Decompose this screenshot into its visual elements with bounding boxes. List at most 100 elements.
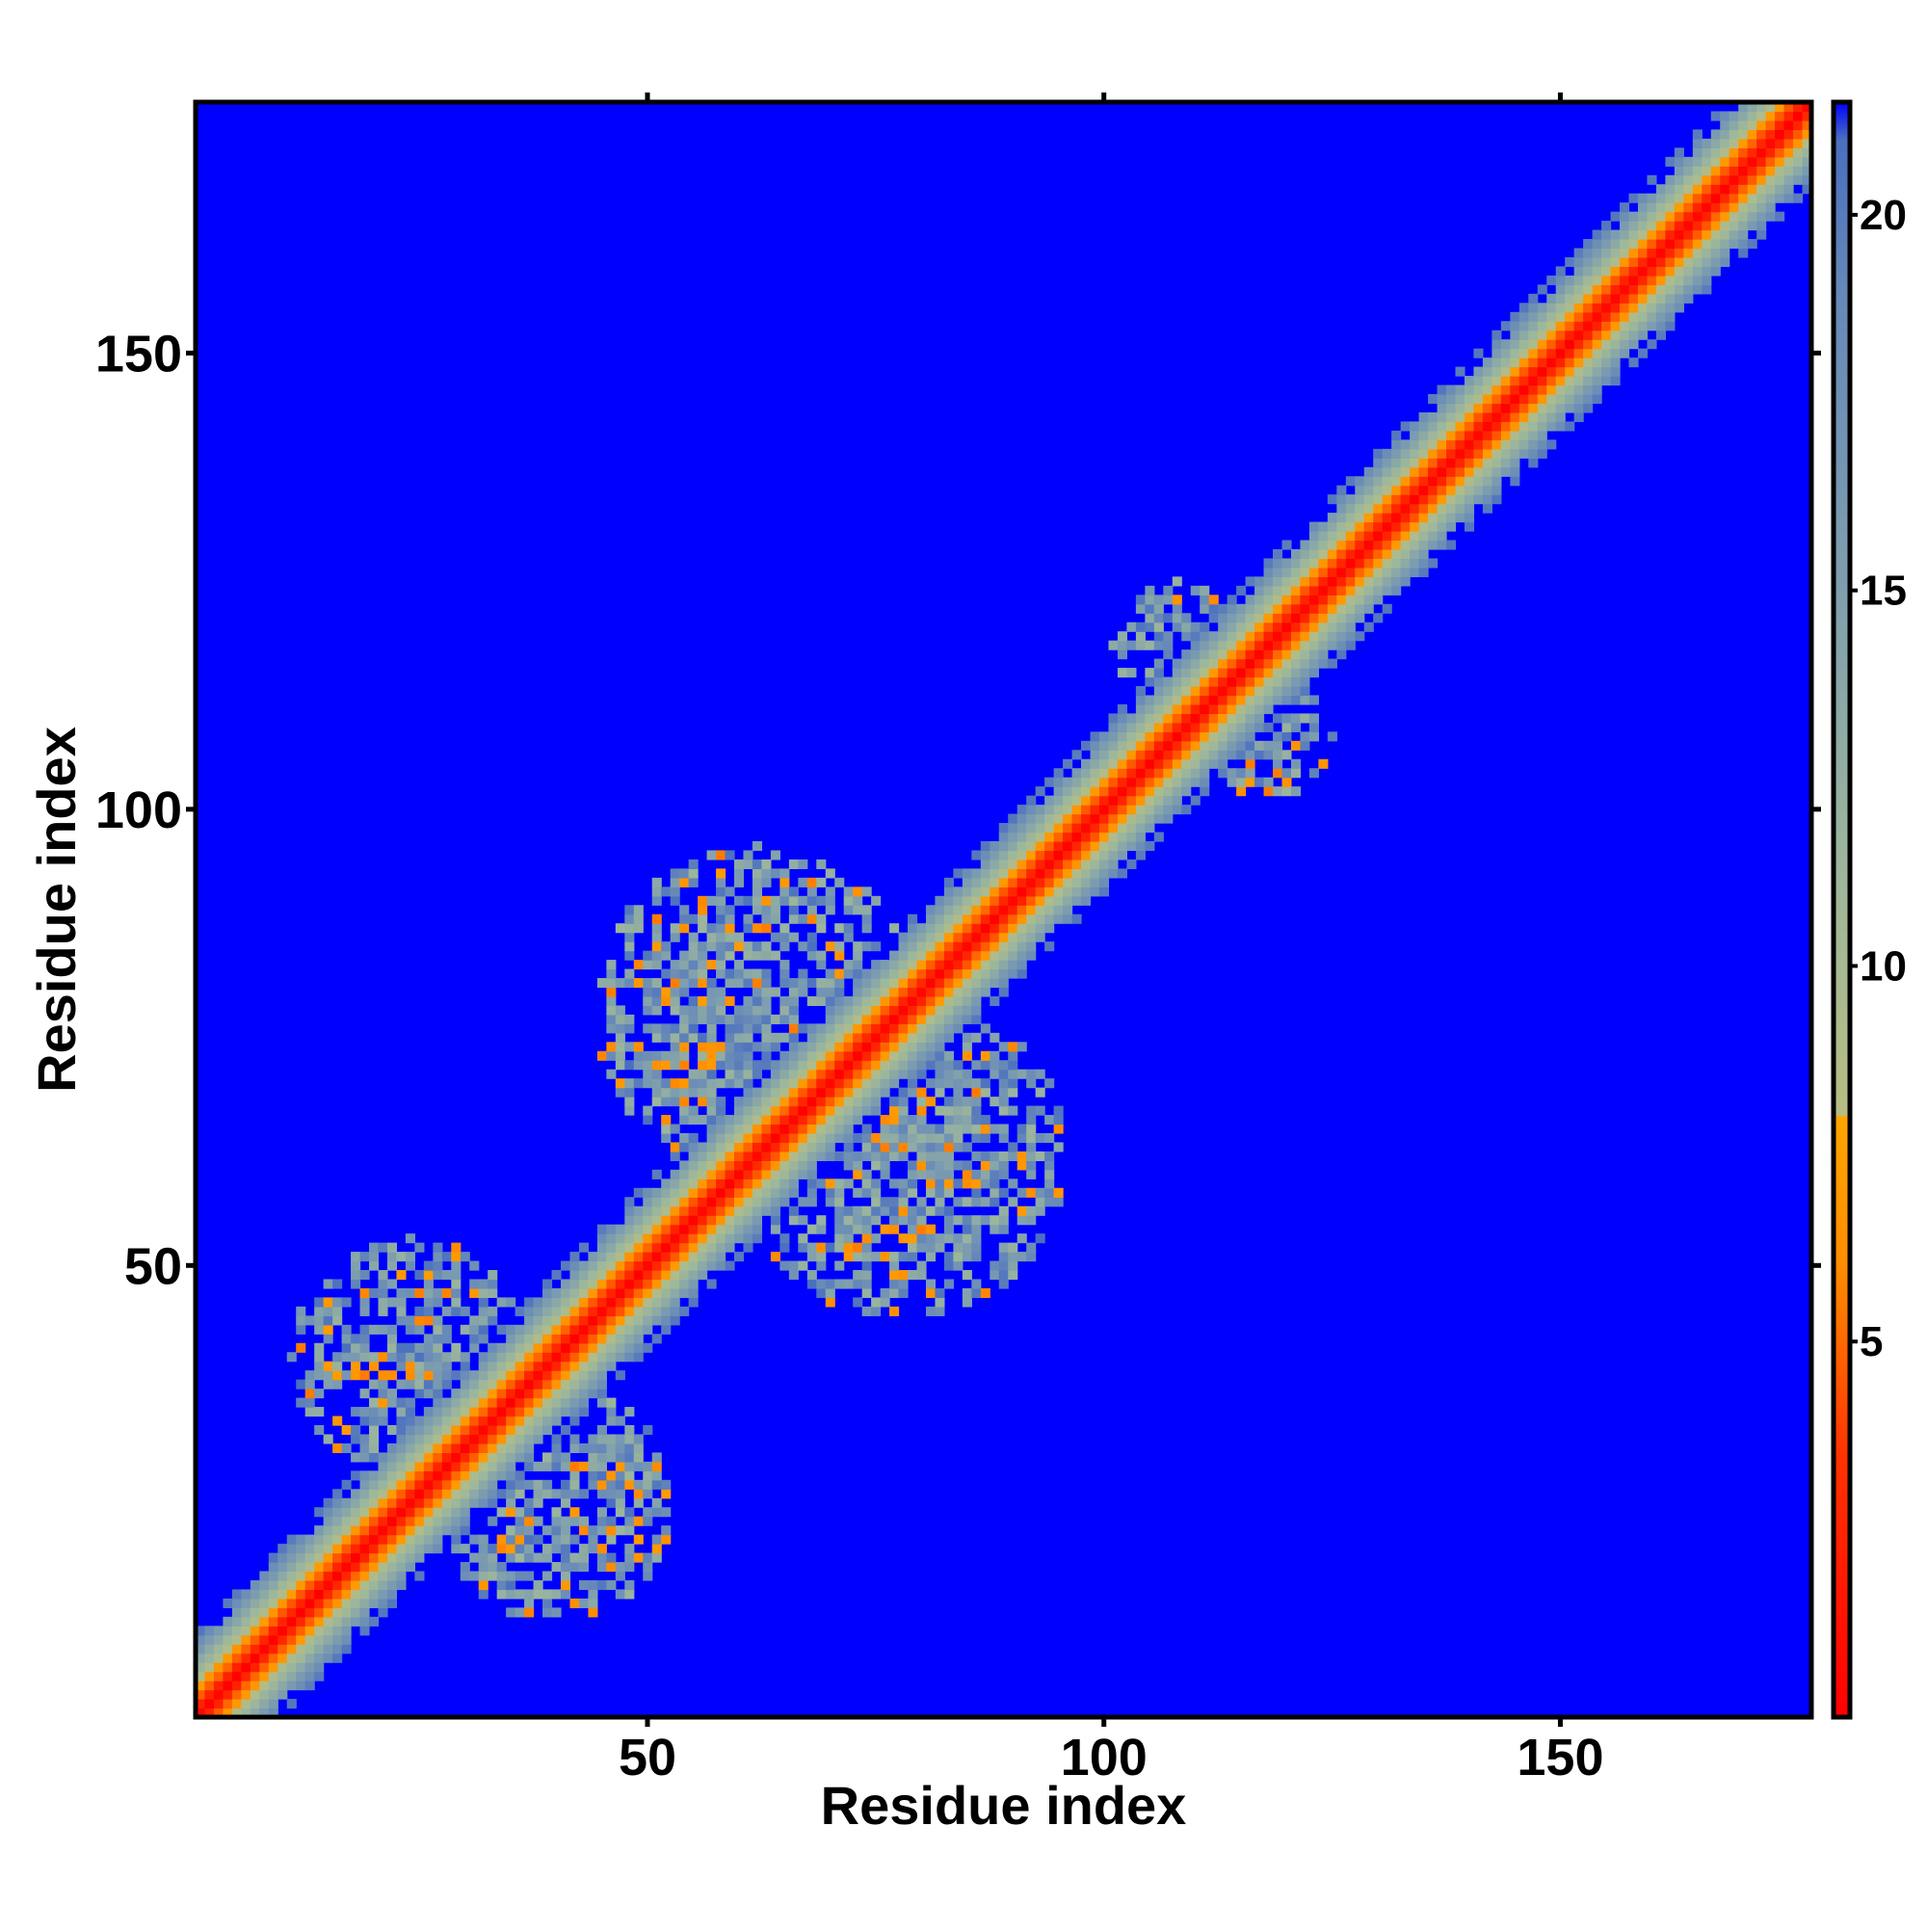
heatmap-cell (1747, 156, 1757, 167)
heatmap-cell (643, 1287, 653, 1299)
heatmap-cell (1172, 777, 1182, 787)
heatmap-cell (943, 941, 954, 952)
heatmap-cell (889, 1078, 900, 1089)
heatmap-cell (386, 1252, 398, 1262)
heatmap-cell (643, 1215, 653, 1226)
heatmap-cell (1573, 311, 1584, 322)
heatmap-cell (998, 877, 1009, 887)
heatmap-cell (433, 1497, 443, 1508)
heatmap-cell (1537, 421, 1547, 432)
heatmap-cell (1528, 430, 1539, 440)
heatmap-cell (496, 1389, 507, 1399)
heatmap-cell (332, 1579, 343, 1591)
heatmap-cell (688, 1215, 699, 1226)
heatmap-cell (880, 1023, 890, 1034)
heatmap-cell (1026, 895, 1037, 906)
heatmap-cell (816, 913, 827, 924)
heatmap-cell (551, 1525, 562, 1536)
heatmap-cell (990, 1069, 1000, 1079)
heatmap-cell (633, 1270, 644, 1281)
heatmap-cell (1281, 567, 1292, 577)
heatmap-cell (533, 1416, 543, 1426)
heatmap-cell (925, 1124, 937, 1134)
heatmap-cell (1446, 448, 1457, 459)
heatmap-cell (1273, 750, 1283, 760)
heatmap-cell (1227, 676, 1237, 687)
heatmap-cell (396, 1270, 407, 1281)
heatmap-cell (1108, 750, 1119, 760)
heatmap-cell (386, 1352, 398, 1363)
heatmap-cell (1455, 503, 1465, 514)
heatmap-cell (524, 1507, 535, 1518)
heatmap-cell (304, 1534, 315, 1545)
heatmap-cell (1464, 485, 1475, 495)
heatmap-cell (378, 1562, 388, 1573)
heatmap-cell (698, 1060, 708, 1071)
heatmap-cell (1108, 859, 1119, 869)
heatmap-cell (679, 905, 690, 915)
heatmap-cell (853, 1132, 863, 1144)
heatmap-cell (1391, 521, 1402, 532)
heatmap-cell (798, 1132, 808, 1144)
y-axis-label: Residue index (26, 727, 87, 1093)
heatmap-cell (1391, 448, 1402, 459)
heatmap-cell (688, 968, 699, 979)
heatmap-cell (231, 1589, 242, 1600)
heatmap-cell (1098, 777, 1110, 787)
heatmap-cell (1592, 330, 1602, 340)
heatmap-cell (1117, 731, 1127, 742)
heatmap-cell (716, 1252, 726, 1262)
heatmap-cell (496, 1379, 507, 1389)
heatmap-cell (889, 1287, 900, 1299)
heatmap-cell (396, 1361, 407, 1371)
heatmap-cell (761, 1169, 772, 1179)
heatmap-cell (853, 1078, 863, 1089)
heatmap-cell (1692, 147, 1703, 158)
heatmap-cell (779, 1178, 790, 1189)
heatmap-cell (423, 1544, 434, 1554)
heatmap-cell (1035, 877, 1045, 887)
heatmap-cell (843, 1014, 854, 1024)
heatmap-cell (916, 1115, 927, 1125)
heatmap-cell (706, 1014, 717, 1024)
heatmap-cell (1592, 248, 1602, 258)
heatmap-cell (761, 1197, 772, 1207)
heatmap-cell (478, 1479, 488, 1490)
heatmap-cell (1218, 703, 1228, 715)
heatmap-cell (423, 1361, 434, 1371)
heatmap-cell (1236, 640, 1247, 650)
heatmap-cell (1190, 758, 1201, 769)
heatmap-cell (588, 1579, 598, 1591)
heatmap-cell (1153, 640, 1164, 650)
heatmap-cell (643, 1489, 653, 1499)
heatmap-cell (1172, 740, 1182, 751)
heatmap-cell (971, 995, 982, 1007)
heatmap-cell (798, 1078, 808, 1089)
heatmap-cell (1190, 668, 1201, 678)
heatmap-cell (916, 1087, 927, 1098)
heatmap-cell (1108, 731, 1119, 742)
heatmap-cell (1044, 923, 1055, 934)
heatmap-cell (1620, 266, 1630, 277)
heatmap-cell (916, 1142, 927, 1152)
heatmap-cell (1783, 111, 1794, 121)
heatmap-cell (378, 1589, 388, 1600)
heatmap-cell (606, 1525, 617, 1536)
heatmap-cell (323, 1571, 333, 1581)
heatmap-cell (706, 1097, 717, 1107)
heatmap-cell (1263, 722, 1274, 732)
heatmap-cell (1565, 311, 1575, 322)
heatmap-cell (341, 1424, 352, 1436)
heatmap-cell (953, 968, 964, 979)
heatmap-cell (414, 1324, 425, 1335)
heatmap-cell (542, 1407, 553, 1417)
heatmap-cell (1281, 595, 1292, 605)
heatmap-cell (1738, 111, 1749, 121)
heatmap-cell (1720, 147, 1730, 158)
heatmap-cell (1363, 531, 1374, 542)
heatmap-cell (688, 932, 699, 942)
heatmap-cell (460, 1525, 470, 1536)
heatmap-cell (1628, 275, 1639, 285)
heatmap-cell (1482, 421, 1492, 432)
heatmap-cell (1491, 421, 1502, 432)
